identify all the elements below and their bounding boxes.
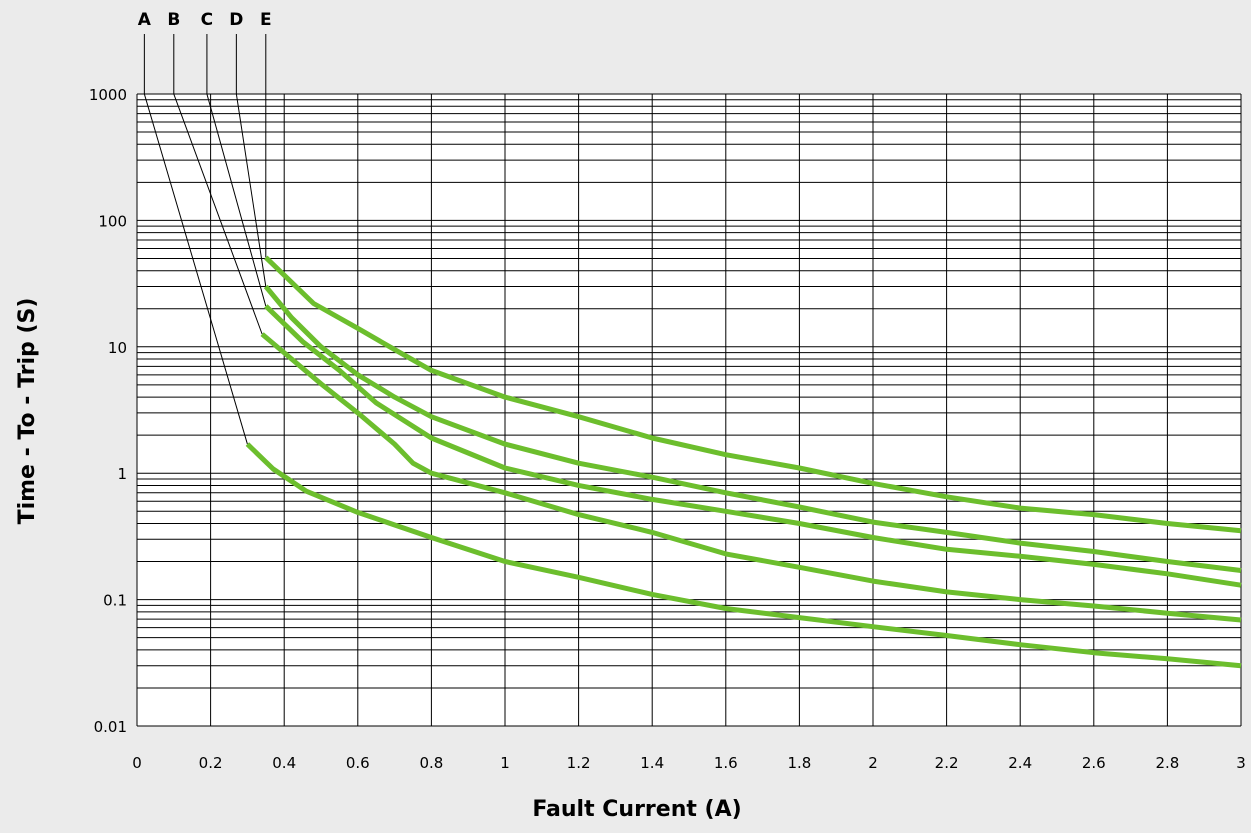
x-tick-label: 0.4: [272, 754, 296, 772]
x-tick-label: 0: [132, 754, 142, 772]
y-tick-label: 100: [98, 212, 127, 230]
series-lines: [245, 255, 1242, 669]
curve-label-b: B: [167, 10, 180, 30]
x-tick-label: 0.8: [419, 754, 443, 772]
plot-area: [137, 94, 1241, 726]
leader-line-c: [206, 34, 267, 307]
x-tick-label: 2.4: [1008, 754, 1032, 772]
x-tick-label: 1.8: [787, 754, 811, 772]
curve-label-d: D: [229, 10, 243, 30]
leader-line-b: [173, 34, 263, 335]
y-tick-label: 0.1: [103, 592, 127, 610]
x-tick-label: 2.8: [1155, 754, 1179, 772]
x-tick-label: 2: [868, 754, 878, 772]
curve-label-e: E: [260, 10, 272, 30]
y-tick-label: 1: [117, 465, 127, 483]
curve-leader-lines: [143, 34, 267, 445]
x-tick-label: 0.6: [346, 754, 370, 772]
series-line-e: [264, 255, 1242, 534]
x-tick-label: 2.6: [1082, 754, 1106, 772]
series-line-d: [263, 284, 1242, 573]
series-line-b: [260, 332, 1242, 623]
x-tick-label: 0.2: [199, 754, 223, 772]
x-tick-label: 1.6: [714, 754, 738, 772]
x-tick-label: 1.2: [567, 754, 591, 772]
y-tick-label: 0.01: [94, 718, 127, 736]
x-tick-label: 2.2: [935, 754, 959, 772]
y-tick-label: 1000: [89, 86, 127, 104]
series-line-a: [245, 442, 1242, 669]
y-tick-label: 10: [108, 339, 127, 357]
x-tick-labels: 0 0.2 0.4 0.6 0.8 1 1.2 1.4 1.6 1.8 2 2.2 2.4 2.6 2.8 3: [132, 754, 1246, 772]
x-tick-label: 1.4: [640, 754, 664, 772]
leader-line-a: [143, 34, 248, 445]
curve-label-a: A: [138, 10, 152, 30]
major-gridlines: [136, 93, 1242, 727]
series-line-c: [264, 304, 1242, 588]
y-tick-labels: 1000 100 10 1 0.1 0.01: [89, 86, 127, 736]
curve-label-c: C: [201, 10, 213, 30]
y-axis-title: Time - To - Trip (S): [15, 298, 40, 525]
x-tick-label: 3: [1236, 754, 1246, 772]
x-tick-label: 1: [500, 754, 510, 772]
leader-line-d: [235, 34, 267, 287]
minor-gridlines: [137, 99, 1241, 689]
x-axis-title: Fault Current (A): [532, 797, 741, 822]
